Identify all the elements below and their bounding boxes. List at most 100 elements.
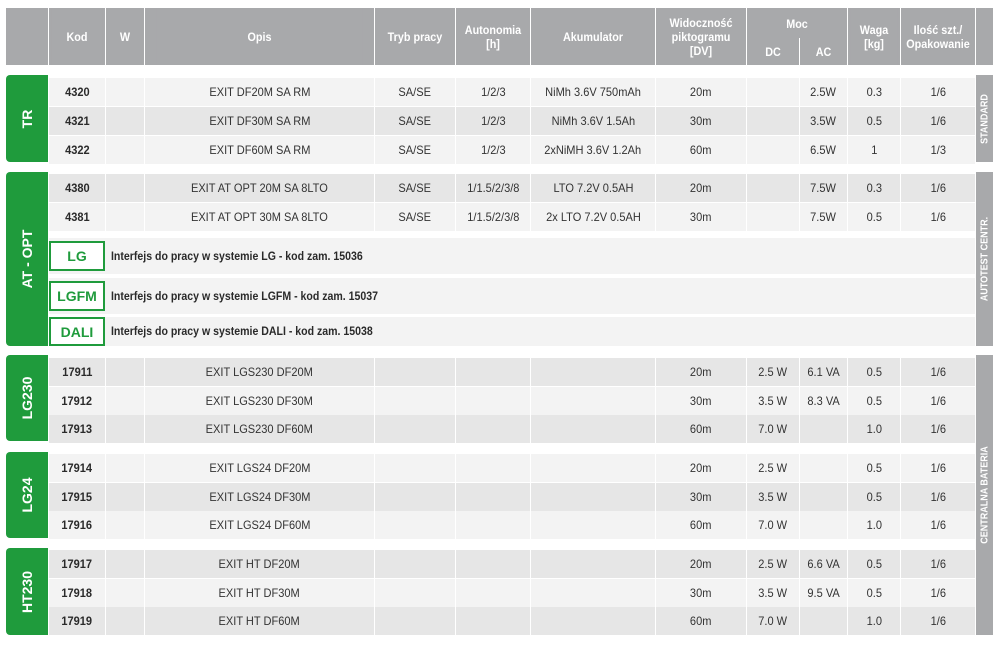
cell-kod-text: 17915 — [61, 490, 93, 504]
group-tr-label: TR — [19, 109, 35, 128]
cell-opis-text: EXIT DF20M SA RM — [208, 85, 311, 99]
cell-opis: EXIT DF60M SA RM — [145, 136, 374, 164]
column-divider — [105, 78, 106, 106]
cell-w — [106, 136, 144, 164]
cell-kod: 4321 — [49, 107, 105, 135]
cell-tryb-text: SA/SE — [398, 181, 432, 195]
cell-waga: 0.5 — [848, 203, 900, 231]
cell-w — [106, 579, 144, 607]
cell-w — [106, 550, 144, 578]
column-divider — [455, 511, 456, 539]
cell-dc — [747, 78, 799, 106]
header-autonomia-line2: [h] — [486, 36, 500, 51]
cell-w — [106, 387, 144, 415]
group-tr: TR — [6, 75, 48, 162]
cell-widocznosc: 60m — [656, 511, 746, 539]
cell-kod-text: 17911 — [61, 365, 93, 379]
header-ilosc-line2: Opakowanie — [906, 36, 970, 51]
cell-w — [106, 203, 144, 231]
side-standard: STANDARD — [976, 75, 993, 162]
column-divider — [655, 607, 656, 635]
cell-kod: 17914 — [49, 454, 105, 482]
column-divider — [530, 203, 531, 231]
cell-dc-text: 3.5 W — [758, 394, 788, 408]
interface-row-dali: DALI Interfejs do pracy w systemie DALI … — [49, 317, 975, 346]
cell-autonomia — [456, 607, 530, 635]
column-divider — [374, 174, 375, 202]
cell-ac: 6.1 VA — [800, 358, 847, 386]
cell-autonomia — [456, 387, 530, 415]
column-divider — [900, 203, 901, 231]
column-divider — [847, 454, 848, 482]
column-divider — [746, 550, 747, 578]
column-divider — [455, 454, 456, 482]
header-blank-left — [6, 8, 48, 65]
cell-kod-text: 17918 — [61, 586, 93, 600]
cell-akumulator — [531, 550, 655, 578]
header-ac: AC — [815, 45, 832, 59]
cell-w — [106, 607, 144, 635]
cell-ilosc-text: 1/6 — [930, 586, 946, 600]
cell-widocznosc-text: 30m — [690, 586, 712, 600]
column-divider — [144, 579, 145, 607]
column-divider — [900, 107, 901, 135]
column-divider — [655, 78, 656, 106]
column-divider — [374, 579, 375, 607]
lgfm-badge: LGFM — [49, 281, 105, 311]
column-divider — [530, 454, 531, 482]
cell-akumulator — [531, 387, 655, 415]
cell-ac-text: 3.5W — [810, 114, 837, 128]
column-divider — [144, 174, 145, 202]
column-divider — [900, 415, 901, 443]
table-row — [49, 579, 975, 607]
table-row — [49, 550, 975, 578]
cell-akumulator: 2xNiMH 3.6V 1.2Ah — [531, 136, 655, 164]
cell-dc-text: 7.0 W — [758, 614, 788, 628]
cell-opis-text: EXIT DF30M SA RM — [208, 114, 311, 128]
cell-opis-text: EXIT LGS24 DF30M — [208, 490, 311, 504]
column-divider — [847, 78, 848, 106]
cell-waga-text: 0.5 — [866, 490, 882, 504]
cell-opis: EXIT HT DF20M — [145, 550, 374, 578]
cell-kod: 17912 — [49, 387, 105, 415]
column-divider — [144, 107, 145, 135]
column-divider — [746, 358, 747, 386]
column-divider — [900, 174, 901, 202]
column-divider — [746, 387, 747, 415]
column-divider — [530, 174, 531, 202]
cell-widocznosc: 20m — [656, 454, 746, 482]
column-divider — [105, 387, 106, 415]
group-ht230-label: HT230 — [19, 570, 35, 613]
cell-kod-text: 17916 — [61, 518, 93, 532]
cell-waga: 0.5 — [848, 579, 900, 607]
cell-waga-text: 0.5 — [866, 461, 882, 475]
cell-akumulator — [531, 607, 655, 635]
cell-kod-text: 4380 — [64, 181, 90, 195]
cell-widocznosc-text: 20m — [690, 461, 712, 475]
cell-waga: 0.5 — [848, 483, 900, 511]
column-divider — [455, 136, 456, 164]
cell-tryb: SA/SE — [375, 107, 455, 135]
table-row — [49, 358, 975, 386]
interface-row-lgfm: LGFM Interfejs do pracy w systemie LGFM … — [49, 278, 975, 314]
cell-w — [106, 358, 144, 386]
cell-widocznosc: 20m — [656, 78, 746, 106]
cell-autonomia: 1/2/3 — [456, 107, 530, 135]
column-divider — [374, 607, 375, 635]
cell-widocznosc-text: 60m — [690, 518, 712, 532]
column-divider — [144, 511, 145, 539]
cell-dc-text: 3.5 W — [758, 586, 788, 600]
cell-kod: 4320 — [49, 78, 105, 106]
column-divider — [530, 607, 531, 635]
cell-waga-text: 1.0 — [866, 422, 882, 436]
cell-akumulator — [531, 483, 655, 511]
cell-ilosc: 1/6 — [901, 607, 975, 635]
column-divider — [455, 579, 456, 607]
column-divider — [374, 78, 375, 106]
cell-tryb — [375, 607, 455, 635]
cell-kod: 17915 — [49, 483, 105, 511]
header-tryb: Tryb pracy — [379, 8, 451, 65]
cell-ilosc-text: 1/6 — [930, 422, 946, 436]
column-divider — [655, 107, 656, 135]
cell-kod-text: 17912 — [61, 394, 93, 408]
